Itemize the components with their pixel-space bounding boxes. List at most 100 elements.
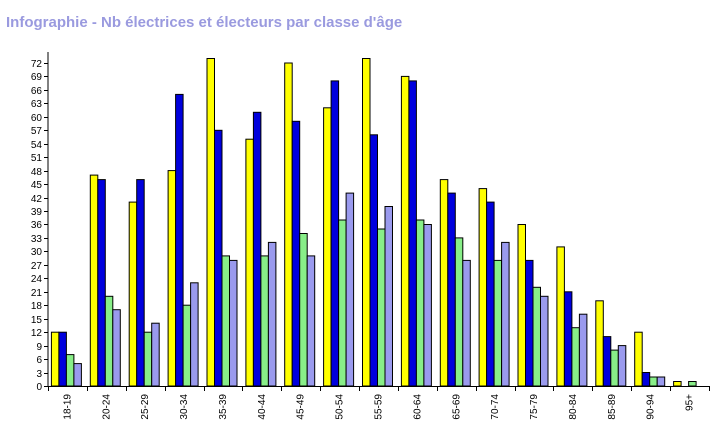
bar <box>578 313 588 387</box>
bar <box>517 224 526 387</box>
bar <box>50 331 60 387</box>
bar <box>112 309 121 387</box>
x-tick-label: 40-44 <box>257 394 268 420</box>
bar <box>65 354 75 387</box>
bar <box>182 304 192 387</box>
bar <box>634 331 643 387</box>
bar <box>229 259 238 387</box>
bar <box>377 228 386 387</box>
y-tick-label: 24 <box>31 274 43 285</box>
bar <box>439 179 449 387</box>
y-tick-label: 51 <box>31 153 43 164</box>
bar <box>400 75 410 387</box>
bar <box>190 282 199 387</box>
y-tick-label: 12 <box>31 328 43 339</box>
x-tick-label: 85-89 <box>607 394 618 420</box>
bar <box>221 255 230 387</box>
x-tick-label: 18-19 <box>62 394 73 420</box>
bar <box>408 80 417 387</box>
bar <box>656 376 666 387</box>
bar <box>143 331 153 387</box>
y-tick-label: 66 <box>31 86 43 97</box>
bar <box>330 80 340 387</box>
bar <box>595 300 604 387</box>
bar <box>673 381 682 387</box>
x-tick-label: 90-94 <box>646 394 657 420</box>
bar <box>323 107 332 387</box>
x-tick-label: 75-79 <box>529 394 540 420</box>
y-tick-label: 3 <box>36 369 42 380</box>
bar <box>415 219 425 387</box>
y-tick-label: 54 <box>31 140 43 151</box>
x-tick-label: 30-34 <box>179 394 190 420</box>
bar <box>540 295 549 387</box>
bar <box>89 174 99 387</box>
x-tick-label: 95+ <box>685 394 696 411</box>
bar <box>267 241 277 387</box>
y-tick-label: 39 <box>31 207 43 218</box>
y-tick-label: 30 <box>31 247 43 258</box>
bar <box>345 192 355 387</box>
x-tick-label: 60-64 <box>412 394 423 420</box>
x-tick-label: 35-39 <box>218 394 229 420</box>
bar <box>649 376 658 387</box>
bar <box>486 201 495 387</box>
bar <box>478 188 488 387</box>
bar <box>563 291 573 387</box>
x-tick-label: 50-54 <box>335 394 346 420</box>
bar <box>454 237 464 387</box>
bar <box>206 58 215 387</box>
y-tick-label: 9 <box>36 342 42 353</box>
bar <box>362 58 371 387</box>
bar <box>532 286 541 387</box>
bar <box>688 381 697 387</box>
y-axis-ticks: 0369121518212427303336394245485154576063… <box>31 59 48 393</box>
bar <box>493 259 503 387</box>
bar <box>214 129 223 387</box>
y-tick-label: 60 <box>31 113 43 124</box>
bar <box>602 336 612 387</box>
y-tick-label: 21 <box>31 288 43 299</box>
bar <box>104 295 114 387</box>
bar <box>462 259 471 387</box>
bar <box>556 246 565 387</box>
bar <box>284 62 293 387</box>
bar <box>641 372 651 387</box>
bar <box>299 233 308 387</box>
y-tick-label: 57 <box>31 126 43 137</box>
y-tick-label: 42 <box>31 194 43 205</box>
y-tick-label: 45 <box>31 180 43 191</box>
bar <box>252 111 262 387</box>
bar <box>151 322 160 387</box>
bar <box>617 345 627 387</box>
bar <box>58 331 67 387</box>
x-axis-ticks: 18-19 20-24 25-29 30-34 35-39 40-44 45-49 50-54… <box>48 386 710 420</box>
bar <box>291 120 301 387</box>
bar <box>571 327 580 387</box>
y-tick-label: 6 <box>36 355 42 366</box>
y-tick-label: 0 <box>36 382 42 393</box>
bar <box>260 255 269 387</box>
x-tick-label: 20-24 <box>101 394 112 420</box>
y-tick-label: 36 <box>31 220 43 231</box>
x-tick-label: 55-59 <box>374 394 385 420</box>
bar <box>338 219 347 387</box>
bar <box>167 170 177 387</box>
bar <box>73 363 82 387</box>
bar <box>175 93 184 387</box>
y-tick-label: 69 <box>31 72 43 83</box>
x-tick-label: 45-49 <box>296 394 307 420</box>
bar <box>369 134 378 387</box>
x-tick-label: 25-29 <box>140 394 151 420</box>
y-tick-label: 63 <box>31 99 43 110</box>
y-tick-label: 72 <box>31 59 43 70</box>
bar <box>423 224 432 387</box>
x-tick-label: 70-74 <box>490 394 501 420</box>
y-tick-label: 18 <box>31 301 43 312</box>
bars <box>50 58 697 387</box>
bar <box>128 201 138 387</box>
bar <box>384 206 393 387</box>
y-tick-label: 27 <box>31 261 43 272</box>
bar <box>245 138 254 387</box>
